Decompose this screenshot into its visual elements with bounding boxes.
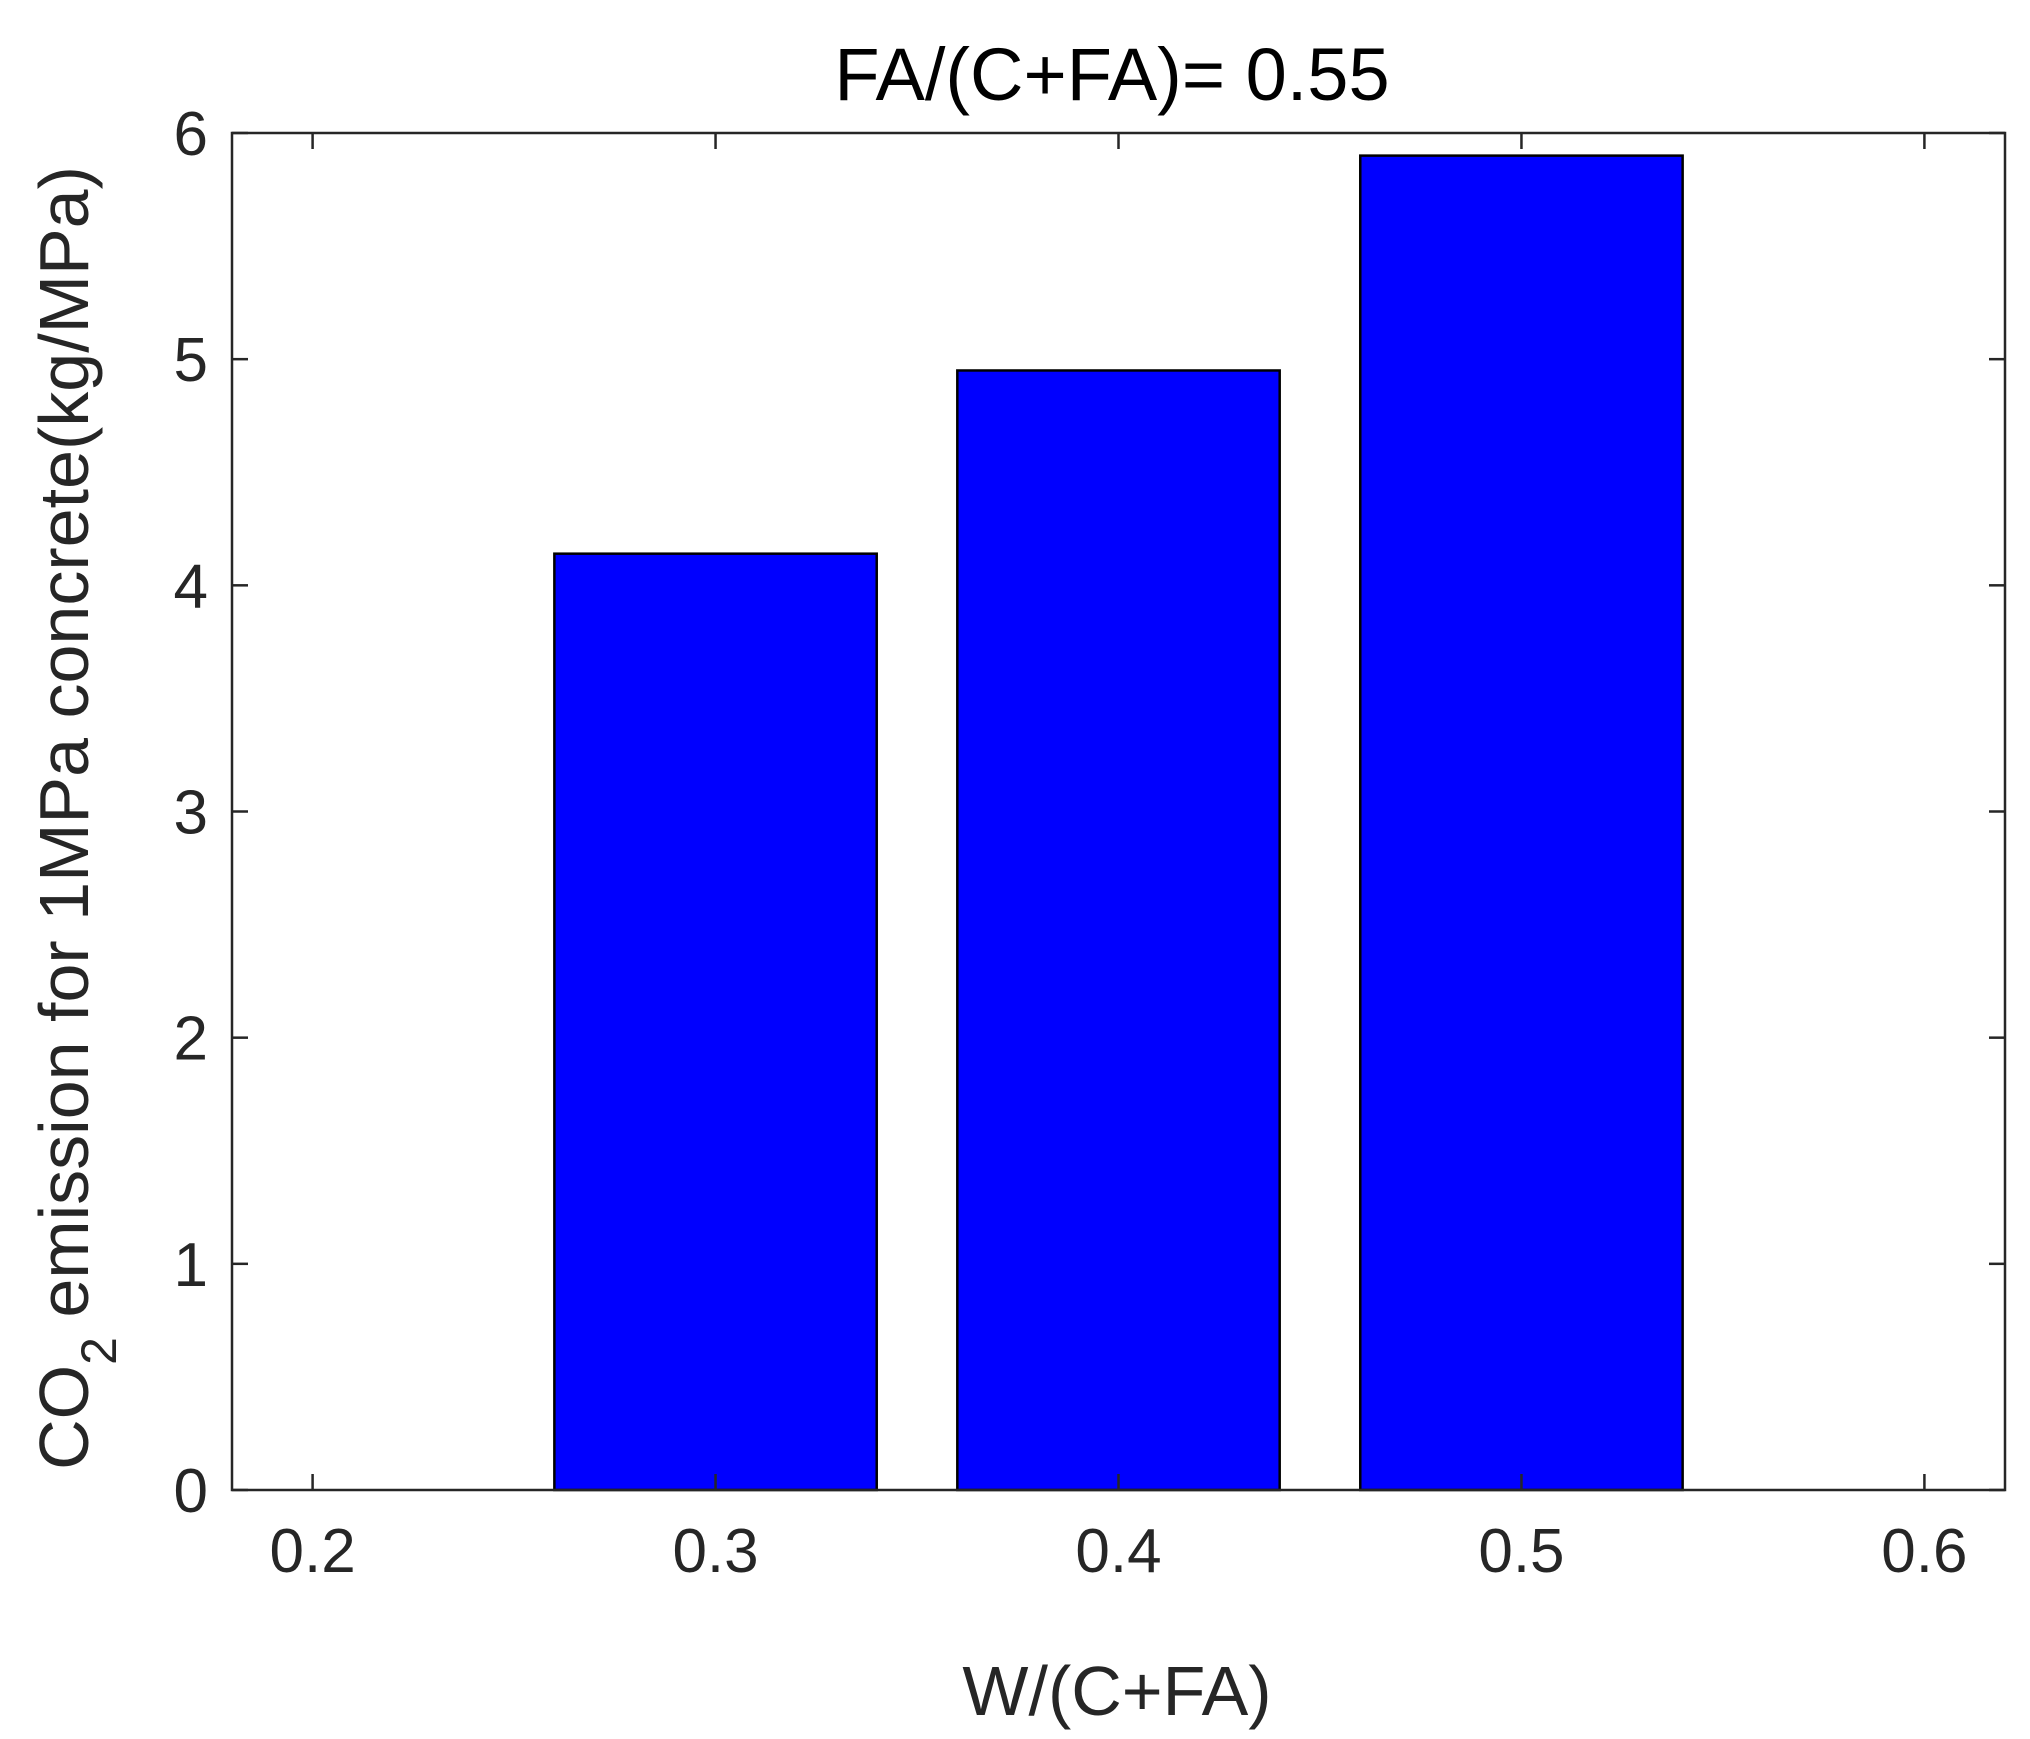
y-axis-label-rest: emission for 1MPa concrete(kg/MPa) (25, 166, 103, 1337)
y-tick-label: 3 (174, 779, 208, 848)
y-tick-label: 6 (174, 100, 208, 169)
y-axis-label: CO2 emission for 1MPa concrete(kg/MPa) (25, 166, 127, 1470)
x-tick-label: 0.5 (1478, 1517, 1564, 1586)
bars-layer (553, 154, 1684, 1492)
x-tick-label: 0.2 (269, 1517, 355, 1586)
bar-0-3 (553, 552, 878, 1492)
y-axis-label-main: CO (25, 1365, 103, 1470)
y-tick-label: 5 (174, 326, 208, 395)
x-tick-label: 0.6 (1881, 1517, 1967, 1586)
bar-0-4 (956, 369, 1281, 1492)
chart-title: FA/(C+FA)= 0.55 (834, 33, 1389, 116)
y-tick-label: 0 (174, 1457, 208, 1526)
ticks-layer: 0.2 0.3 0.4 0.5 0.6 0 1 2 3 4 5 6 (174, 100, 2005, 1586)
bar-0-5 (1359, 154, 1684, 1492)
axes-box (230, 131, 2007, 1492)
x-axis-label: W/(C+FA) (962, 1652, 1271, 1730)
x-tick-label: 0.3 (672, 1517, 758, 1586)
y-axis-label-subscript: 2 (71, 1337, 127, 1365)
y-tick-label: 1 (174, 1231, 208, 1300)
y-tick-label: 2 (174, 1005, 208, 1074)
x-tick-label: 0.4 (1075, 1517, 1161, 1586)
y-tick-label: 4 (174, 552, 208, 621)
